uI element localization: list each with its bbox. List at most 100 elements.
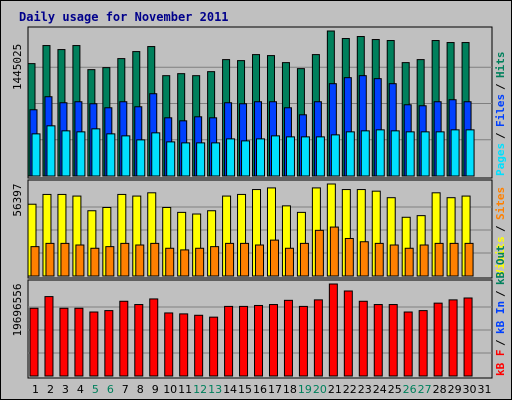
day-label-25: 25 — [388, 383, 402, 396]
bottom-legend-0: kB F — [494, 350, 507, 377]
top-legend-1: Files — [494, 94, 507, 127]
middle-bar-sites-4 — [75, 244, 85, 277]
bottom-bar-kb-f-11 — [179, 313, 189, 377]
bottom-bar-kb-f-8 — [134, 304, 144, 377]
middle-bar-sites-1 — [30, 246, 40, 277]
top-bar-pages-30 — [465, 129, 475, 177]
top-bar-pages-4 — [76, 131, 86, 177]
bottom-bar-kb-f-6 — [104, 310, 114, 377]
top-bar-pages-1 — [31, 133, 41, 177]
middle-bar-sites-20 — [314, 229, 324, 277]
middle-bar-sites-21 — [329, 226, 339, 277]
day-label-11: 11 — [178, 383, 192, 396]
bottom-bar-kb-f-20 — [313, 299, 323, 377]
bottom-bar-kb-f-23 — [358, 300, 368, 377]
day-label-14: 14 — [223, 383, 237, 396]
middle-bar-sites-17 — [269, 239, 279, 277]
bottom-bar-kb-f-5 — [89, 311, 99, 377]
bottom-bar-kb-f-24 — [373, 304, 383, 377]
middle-legend-1: Sites — [494, 187, 507, 220]
bottom-bar-kb-f-4 — [74, 307, 84, 377]
day-label-15: 15 — [238, 383, 252, 396]
top-bar-pages-25 — [390, 130, 400, 177]
top-bar-pages-26 — [405, 131, 415, 177]
top-bar-pages-28 — [435, 131, 445, 177]
bottom-bar-kb-f-27 — [418, 310, 428, 377]
bottom-bar-kb-f-13 — [209, 316, 219, 377]
bottom-bar-kb-f-28 — [433, 302, 443, 377]
middle-bar-sites-7 — [120, 242, 130, 277]
middle-bar-sites-23 — [359, 241, 369, 277]
top-bar-pages-19 — [300, 136, 310, 177]
day-label-28: 28 — [433, 383, 447, 396]
top-bar-pages-8 — [136, 139, 146, 177]
top-bar-pages-18 — [285, 136, 295, 177]
bottom-bar-kb-f-14 — [224, 305, 234, 377]
middle-bar-sites-25 — [389, 244, 399, 277]
bottom-bar-kb-f-1 — [29, 307, 39, 377]
top-bar-pages-11 — [181, 142, 191, 177]
middle-bar-sites-26 — [404, 247, 414, 277]
middle-bar-sites-16 — [255, 244, 265, 277]
bottom-bar-kb-f-21 — [328, 283, 338, 377]
day-label-26: 26 — [403, 383, 417, 396]
top-bar-pages-3 — [61, 130, 71, 177]
middle-bar-sites-5 — [90, 247, 100, 277]
top-bar-pages-12 — [196, 142, 206, 177]
day-label-27: 27 — [418, 383, 432, 396]
middle-bar-sites-12 — [195, 247, 205, 277]
bottom-bar-kb-f-7 — [119, 300, 129, 377]
day-label-2: 2 — [47, 383, 54, 396]
top-bar-pages-10 — [166, 141, 176, 177]
middle-bar-sites-19 — [299, 242, 309, 277]
bottom-bar-kb-f-18 — [283, 299, 293, 377]
bottom-bar-kb-f-29 — [448, 299, 458, 377]
middle-bar-sites-14 — [225, 242, 235, 277]
day-label-16: 16 — [253, 383, 267, 396]
middle-bar-sites-9 — [150, 242, 160, 277]
top-bar-pages-7 — [121, 135, 131, 177]
day-label-9: 9 — [152, 383, 159, 396]
middle-bar-sites-28 — [434, 242, 444, 277]
day-label-1: 1 — [32, 383, 39, 396]
middle-bar-sites-6 — [105, 246, 115, 277]
day-label-21: 21 — [328, 383, 342, 396]
top-bar-pages-29 — [450, 129, 460, 177]
bottom-bar-kb-f-3 — [59, 307, 69, 377]
bottom-legend-sep-0: / — [494, 339, 507, 346]
middle-legend-0: Visits — [494, 236, 507, 276]
bottom-bar-kb-f-12 — [194, 314, 204, 377]
bottom-bar-kb-f-22 — [343, 290, 353, 377]
middle-bar-sites-2 — [45, 242, 55, 277]
top-bar-pages-13 — [211, 142, 221, 177]
middle-bar-sites-18 — [284, 247, 294, 277]
bottom-legend-1: kB In — [494, 301, 507, 334]
bottom-bar-kb-f-10 — [164, 312, 174, 377]
day-label-6: 6 — [107, 383, 114, 396]
top-bar-pages-16 — [256, 138, 266, 177]
day-label-22: 22 — [343, 383, 357, 396]
day-label-24: 24 — [373, 383, 387, 396]
top-bar-pages-17 — [270, 135, 280, 177]
day-label-13: 13 — [208, 383, 222, 396]
top-legend-sep-1: / — [494, 83, 507, 90]
day-label-17: 17 — [268, 383, 282, 396]
middle-legend-sep-0: / — [494, 225, 507, 232]
bottom-max-label: 19696556 — [11, 284, 24, 337]
day-label-5: 5 — [92, 383, 99, 396]
top-bar-pages-27 — [420, 131, 430, 177]
middle-bar-sites-13 — [210, 246, 220, 277]
middle-bar-sites-22 — [344, 237, 354, 277]
top-bar-pages-23 — [360, 130, 370, 177]
day-label-10: 10 — [163, 383, 177, 396]
bottom-legend-2: kB Out — [494, 245, 507, 285]
top-legend-0: Pages — [494, 143, 507, 176]
bottom-bar-kb-f-19 — [298, 305, 308, 377]
top-bar-pages-6 — [106, 133, 116, 177]
bottom-bar-kb-f-30 — [463, 297, 473, 377]
top-legend-sep-0: / — [494, 132, 507, 139]
bottom-bar-kb-f-9 — [149, 298, 159, 377]
day-label-19: 19 — [298, 383, 312, 396]
